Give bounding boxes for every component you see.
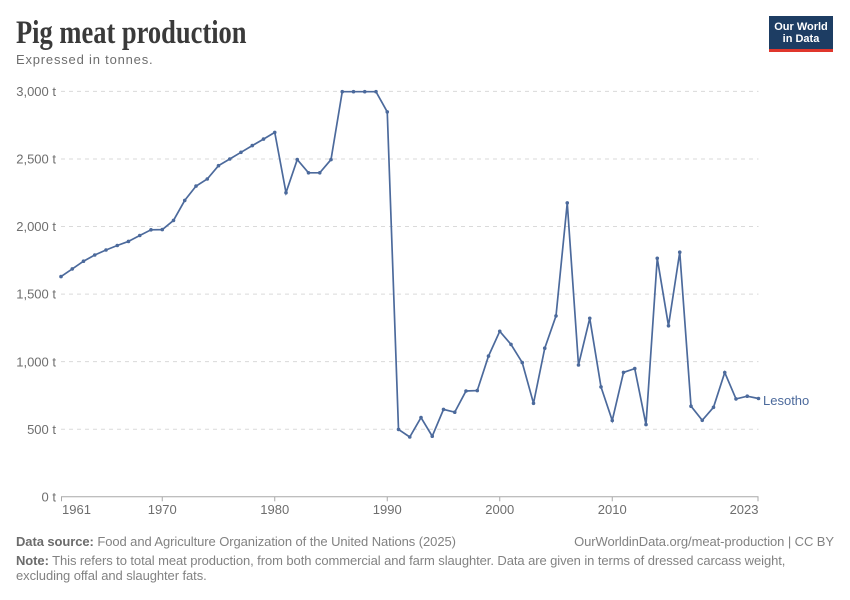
svg-text:1990: 1990 (373, 502, 402, 517)
svg-text:2010: 2010 (598, 502, 627, 517)
svg-text:1,000 t: 1,000 t (16, 354, 56, 369)
svg-text:2023: 2023 (730, 502, 759, 517)
svg-text:1961: 1961 (62, 502, 91, 517)
svg-text:1970: 1970 (148, 502, 177, 517)
svg-text:0 t: 0 t (42, 489, 57, 504)
svg-text:500 t: 500 t (27, 422, 56, 437)
svg-text:3,000 t: 3,000 t (16, 84, 56, 99)
svg-text:1980: 1980 (260, 502, 289, 517)
svg-text:2,000 t: 2,000 t (16, 219, 56, 234)
svg-text:2,500 t: 2,500 t (16, 152, 56, 167)
svg-text:1,500 t: 1,500 t (16, 287, 56, 302)
svg-text:2000: 2000 (485, 502, 514, 517)
